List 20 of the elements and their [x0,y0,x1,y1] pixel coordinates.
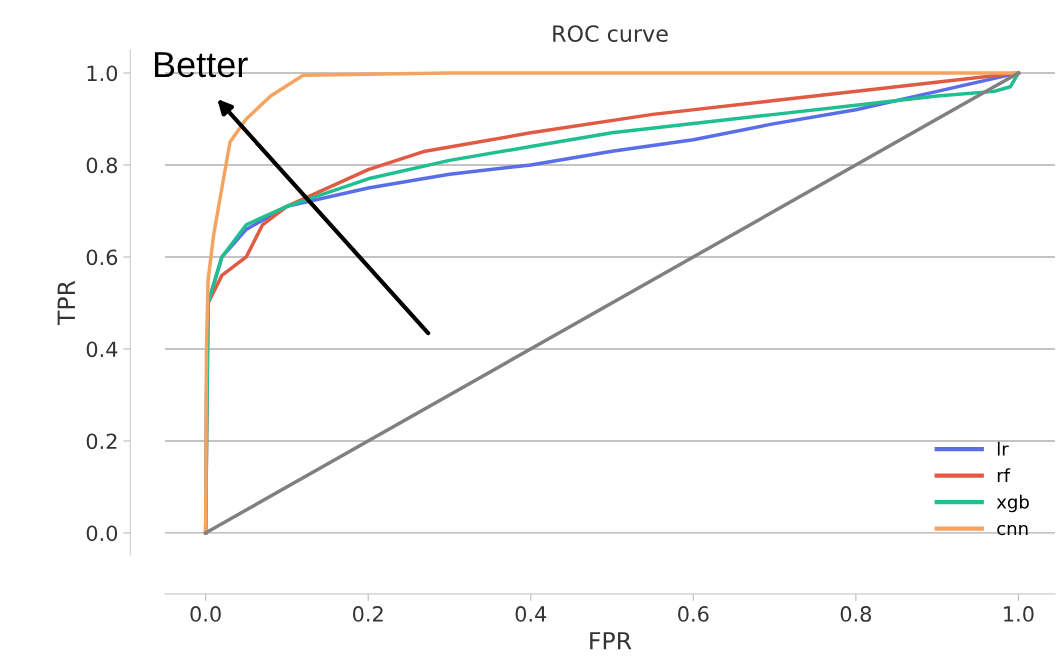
y-tick-label: 0.0 [86,525,118,542]
x-tick-label: 0.4 [515,606,547,622]
chart-title: ROC curve [553,25,668,42]
x-tick-label: 0.2 [353,606,383,622]
y-tick-label: 0.4 [86,341,118,358]
y-tick-label: 0.8 [86,157,118,174]
y-tick-label: 1.0 [87,65,118,82]
y-tick-label: 0.2 [86,433,117,450]
x-tick-label: 0.8 [840,606,872,622]
x-tick-label: 0.0 [190,606,221,622]
legend-label: cnn [997,524,1028,536]
legend-label: lr [997,441,1009,456]
y-axis-title: TPR [57,280,75,326]
legend-label: rf [997,468,1011,482]
x-tick-label: 1.0 [1004,606,1034,622]
x-tick-label: 0.6 [678,606,709,622]
annotation: Better [154,52,248,78]
y-tick-label: 0.6 [86,249,118,266]
x-axis-title: FPR [590,632,632,650]
legend-label: xgb [996,494,1029,513]
